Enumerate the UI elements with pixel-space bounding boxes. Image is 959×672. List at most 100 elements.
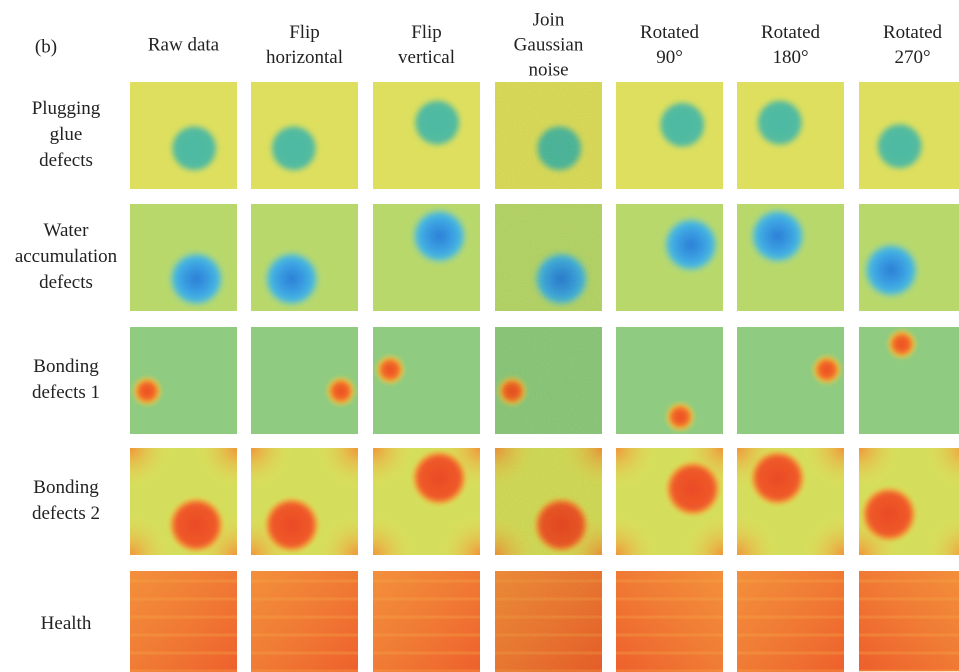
defect-blob [412,450,468,506]
augmented-image [373,82,480,189]
image-background [616,571,723,672]
augmented-image [130,571,237,672]
image-content [859,571,959,671]
defect-blob [665,402,695,432]
image-content [576,408,763,595]
defect-blob [874,121,925,172]
augmented-image [737,327,844,434]
image-content [616,571,723,672]
augmented-image [495,204,602,311]
image-content [616,82,723,189]
augmented-image [211,408,398,595]
image-content [130,82,237,189]
image-content [495,571,602,672]
image-content [251,571,358,672]
defect-blob [657,99,708,150]
defect-blob [812,355,842,385]
row-label: defects 1 [32,382,100,403]
panel-label: (b) [35,36,57,57]
image-content [373,327,480,434]
column-header: Join [533,9,565,30]
image-background [859,571,959,671]
defect-blob [326,376,356,406]
image-content [90,408,277,595]
defect-blob [534,123,585,174]
column-header: 90° [656,47,683,68]
defect-blob [887,329,917,359]
image-background [373,571,480,672]
defect-blob [268,123,319,174]
image-content [859,327,959,434]
image-content [373,82,480,189]
image-content [130,204,237,311]
image-content [737,82,844,189]
defect-blob [132,376,162,406]
image-content [737,327,844,434]
augmented-image [737,82,844,189]
augmented-image [373,327,480,434]
augmented-image [90,408,277,595]
defect-blob [169,123,220,174]
row-label: Water [44,220,90,241]
row-label: Plugging [32,98,101,119]
augmented-image [859,204,959,311]
defect-blob [412,97,463,148]
image-background [251,571,358,672]
column-header: 180° [772,47,808,68]
image-content [495,204,602,311]
row-label: glue [50,124,83,145]
augmented-image [859,571,959,671]
augmented-image [251,204,358,311]
defect-blob [861,487,917,543]
image-content [697,408,884,595]
image-content [373,571,480,672]
augmented-image [737,204,844,311]
defect-blob [263,250,321,308]
image-background [130,571,237,672]
column-header: Rotated [883,22,943,43]
row-label: defects [39,272,93,293]
column-header: horizontal [266,47,343,68]
augmented-image [616,571,723,672]
image-background [737,571,844,672]
defect-blob [665,461,721,517]
defect-blob [754,97,805,148]
column-header: Raw data [148,34,220,55]
augmented-image [251,571,358,672]
image-content [333,408,520,595]
augmented-image [373,204,480,311]
row-label: defects 2 [32,503,100,524]
row-label: Health [41,613,92,634]
row-label: accumulation [15,246,118,267]
defect-blob [662,216,720,274]
augmented-image [495,571,602,672]
column-header: Rotated [640,22,700,43]
column-header: vertical [398,47,455,68]
augmented-image [373,571,480,672]
row-label: Bonding [33,356,99,377]
image-content [251,82,358,189]
augmented-image [251,327,358,434]
augmented-image [697,408,884,595]
defect-blob [410,207,468,265]
column-header: Flip [289,22,320,43]
image-content [455,408,642,595]
augmented-image [859,327,959,434]
defect-blob [375,355,405,385]
augmented-image [130,327,237,434]
defect-blob [167,250,225,308]
defect-blob [264,497,320,553]
row-label: defects [39,150,93,171]
column-header: Gaussian [514,34,584,55]
image-content [211,408,398,595]
figure: (b) Raw dataFliphorizontalFlipverticalJo… [0,0,959,672]
defect-blob [862,241,920,299]
augmented-image [455,408,642,595]
image-content [859,82,959,189]
column-header: noise [528,59,568,80]
image-content [495,82,602,189]
augmented-image [495,82,602,189]
defect-blob [497,376,527,406]
augmented-image [130,82,237,189]
augmented-image [737,571,844,672]
